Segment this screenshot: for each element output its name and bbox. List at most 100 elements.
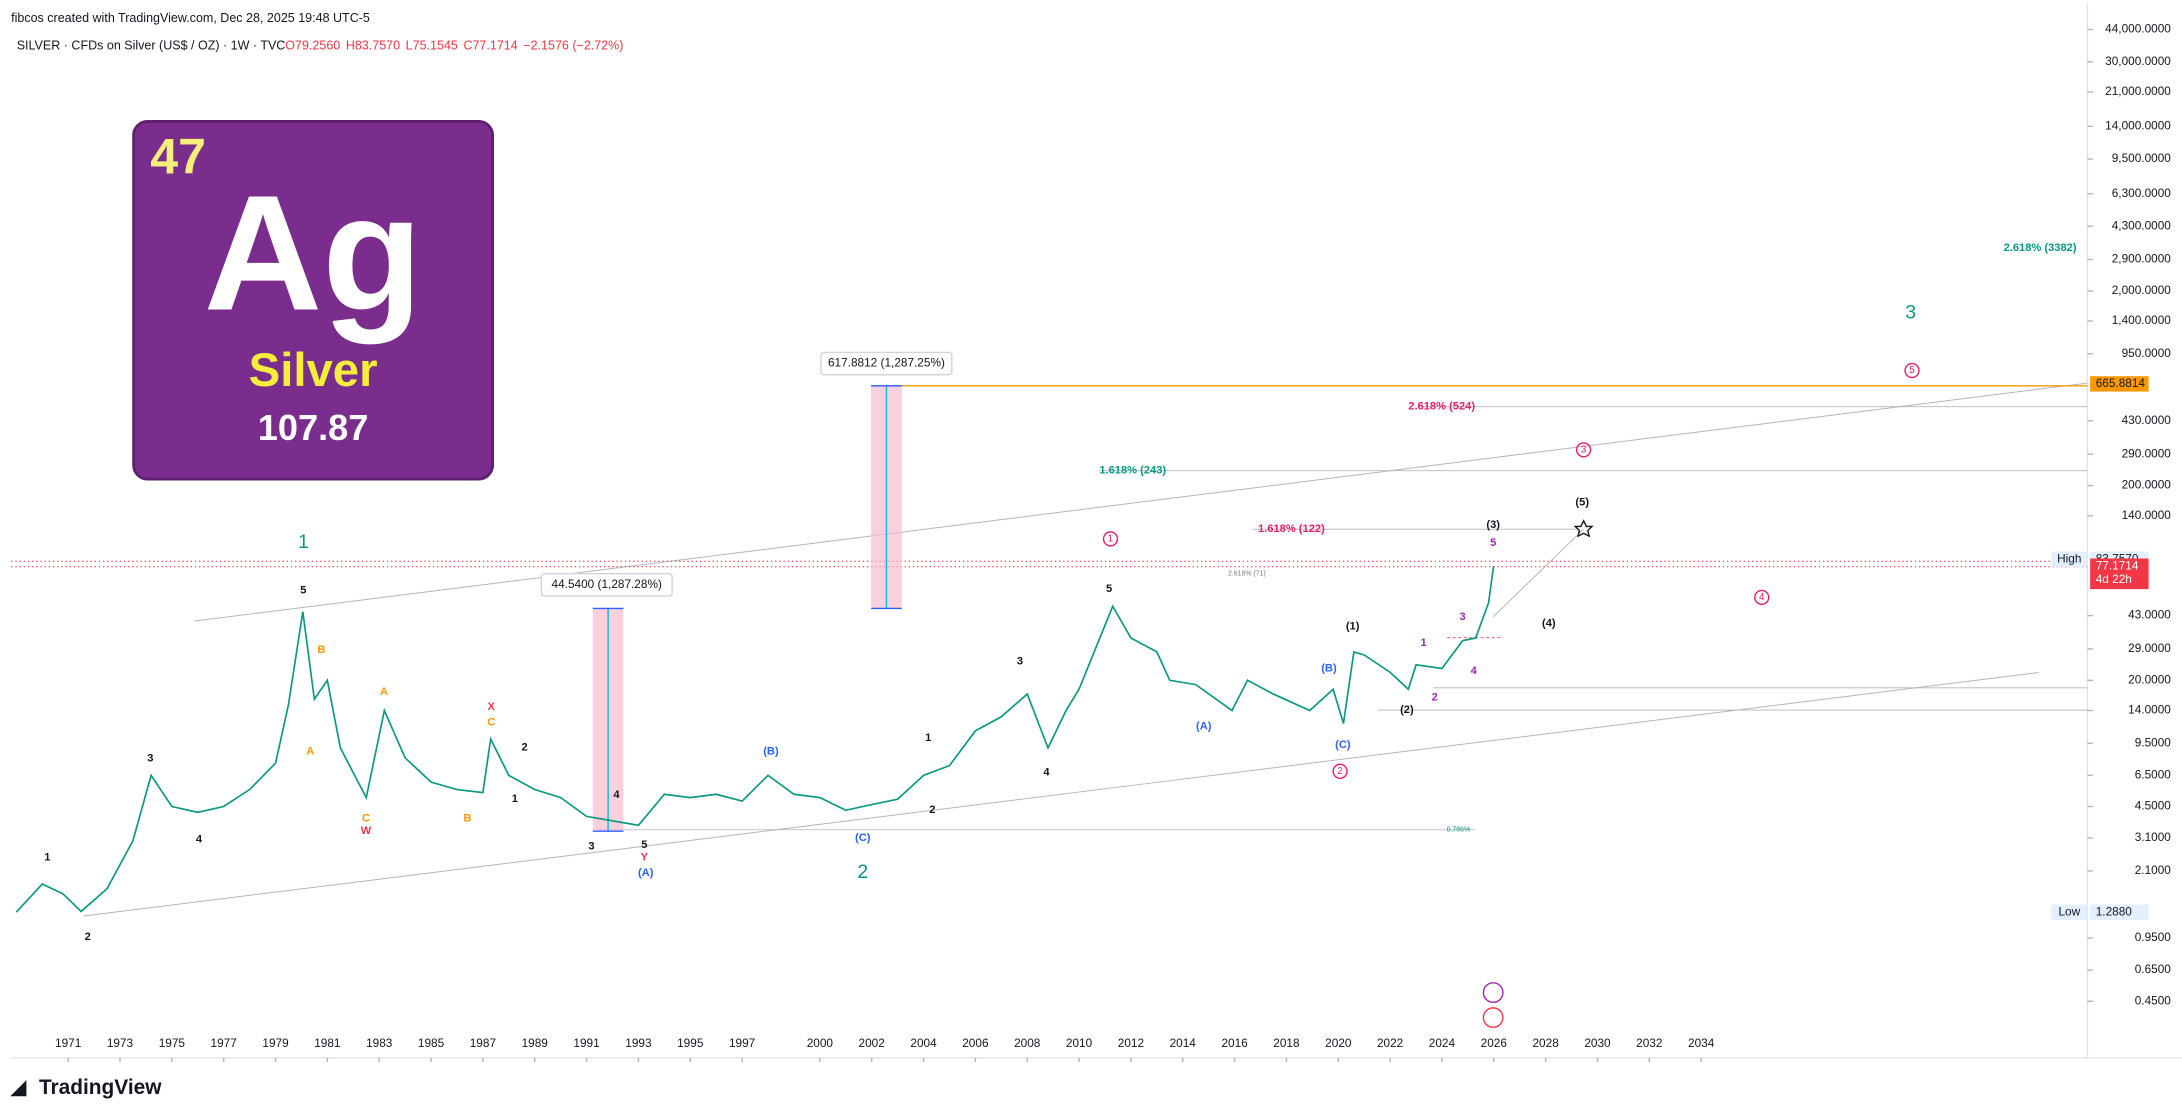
measure-boxes [592,385,902,832]
wave-circle [1102,531,1119,547]
y-tick-label: 0.4500 [2135,993,2172,1007]
y-tick-label: 2.1000 [2135,863,2172,877]
measure-label-box [540,573,673,597]
annotation: 5 [1106,583,1112,595]
atomic-mass: 107.87 [258,407,369,448]
price-label-name: Low [2058,904,2080,918]
annotation: 0.786% [1447,827,1471,834]
annotation: (2) [1400,704,1414,716]
y-tick-label: 4,300.0000 [2112,218,2172,232]
x-tick-label: 1971 [55,1036,81,1050]
measure-label-box [820,351,953,376]
annotation: 1 [1420,637,1426,649]
y-tick-label: 21,000.0000 [2105,84,2171,98]
x-tick-label: 1979 [262,1036,289,1050]
tile [132,120,495,481]
annotation: 4 [1759,592,1765,603]
annotation: 2 [85,931,91,943]
x-tick-label: 1977 [211,1036,237,1050]
x-tick-label: 2014 [1170,1036,1197,1050]
annotation: (3) [1486,519,1500,531]
annotation: X [488,701,496,713]
annotation: 1.618% (122) [1258,523,1325,535]
ohlc-value: −2.1576 (−2.72%) [523,39,623,53]
price-label: 1.2880 [2096,904,2133,918]
x-tick-label: 2008 [1014,1036,1041,1050]
annotation: 2.618% (524) [1408,401,1475,413]
price-label-box [2090,558,2149,590]
annotation: 2.618% (3382) [2004,242,2077,254]
price-line [15,566,1495,913]
measure-label: 44.5400 (1,287.28%) [552,577,662,591]
annotation: 4 [1471,665,1478,677]
x-tick-label: 1995 [677,1036,704,1050]
y-tick-label: 43.0000 [2128,608,2171,622]
annotation: B [464,813,472,825]
measure-label: 617.8812 (1,287.25%) [828,356,945,370]
y-tick-label: 6.5000 [2135,768,2172,782]
x-tick-label: 1989 [522,1036,549,1050]
element-name: Silver [249,344,378,397]
annotation: C [362,813,370,825]
x-tick-label: 2026 [1481,1036,1508,1050]
annotation: W [361,825,372,837]
annotation: 5 [1490,537,1496,549]
annotation: 5 [300,584,306,596]
brand-mark: ◢ [10,1077,26,1099]
x-tick-label: 2030 [1584,1036,1611,1050]
trend-line [194,382,2088,622]
x-tick-label: 2034 [1688,1036,1715,1050]
y-tick-label: 9,500.0000 [2112,151,2172,165]
y-tick-label: 29.0000 [2128,641,2171,655]
wave-circle [1754,589,1770,606]
x-tick-label: 2004 [910,1036,937,1050]
ohlc-value: O79.2560 [285,39,340,53]
y-tick-label: 3.1000 [2135,830,2172,844]
trend-line [1492,528,1584,618]
element-symbol: Ag [204,161,423,345]
icon[interactable] [1482,982,1504,1004]
annotation: 3 [1017,655,1023,667]
y-tick-label: 6,300.0000 [2112,186,2172,200]
annotation: 2 [1337,766,1342,777]
annotation: C [487,717,495,729]
x-tick-label: 2016 [1221,1036,1248,1050]
y-tick-label: 2,900.0000 [2112,252,2172,266]
x-tick-label: 1983 [366,1036,393,1050]
icon[interactable] [1482,1007,1504,1029]
x-tick-label: 2002 [859,1036,885,1050]
annotation: 3 [147,753,153,765]
annotation: 2 [929,804,935,816]
y-tick-label: 30,000.0000 [2105,54,2171,68]
y-tick-label: 14,000.0000 [2105,118,2171,132]
annotation: 1 [925,732,931,744]
ohlc-value: H83.7570 [346,39,400,53]
annotation: Y [641,852,649,864]
x-tick-label: 1991 [573,1036,599,1050]
x-tick-label: 2010 [1066,1036,1093,1050]
ohlc-value: C77.1714 [463,39,517,53]
x-tick-label: 1981 [314,1036,340,1050]
wave-circle [1332,763,1348,779]
annotation: 1 [298,531,309,553]
x-tick-label: 1987 [470,1036,496,1050]
y-tick-label: 430.0000 [2122,413,2172,427]
annotation: (4) [1542,618,1556,630]
y-tick-label: 44,000.0000 [2105,22,2171,36]
annotation: 1.618% (243) [1099,465,1166,477]
annotation: 2 [522,742,528,754]
wave-circle [1904,362,1920,379]
x-tick-label: 1993 [625,1036,652,1050]
annotation: 3 [1459,611,1465,623]
star [1573,519,1594,538]
x-tick-label: 2022 [1377,1036,1403,1050]
annotation: 3 [588,840,594,852]
price-label: 77.1714 [2096,558,2139,572]
annotation: (A) [1196,721,1212,733]
price-label-box [2090,376,2149,392]
annotation: B [317,644,325,656]
annotation: 5 [1909,365,1914,376]
logo-tile: 47 Ag Silver 107.87 [132,120,495,481]
